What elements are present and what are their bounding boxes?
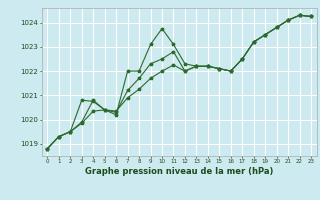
X-axis label: Graphe pression niveau de la mer (hPa): Graphe pression niveau de la mer (hPa) [85,167,273,176]
